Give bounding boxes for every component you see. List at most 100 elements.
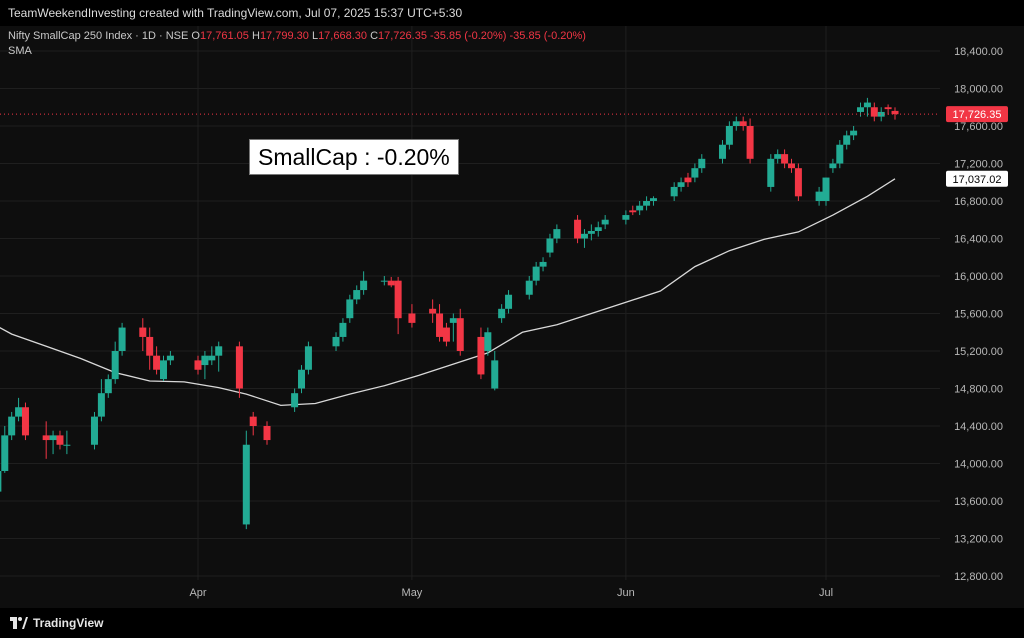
sma-badge-label: 17,037.02: [953, 174, 1002, 186]
candle: [449, 313, 457, 342]
candle: [684, 172, 692, 187]
candle: [629, 205, 637, 216]
candle-body: [346, 299, 354, 319]
candle-body: [815, 191, 823, 201]
candle-body: [118, 327, 126, 351]
x-tick-label: May: [402, 587, 423, 599]
candle: [787, 158, 795, 173]
candle-body: [304, 346, 312, 370]
candle-body: [339, 322, 347, 337]
candle-body: [408, 313, 416, 323]
candle-body: [42, 435, 50, 441]
candle: [505, 290, 513, 314]
candle-body: [532, 266, 540, 281]
high-value: 17,799.30: [259, 30, 309, 42]
candle: [63, 430, 71, 455]
candle-body: [877, 111, 885, 117]
brand-name: TradingView: [33, 616, 104, 630]
candle-body: [587, 231, 595, 234]
candle: [670, 182, 678, 201]
candle: [201, 351, 209, 380]
candle: [159, 355, 167, 381]
candle: [677, 177, 685, 192]
indicator-label[interactable]: SMA: [8, 45, 32, 57]
candle: [249, 411, 257, 436]
candle: [194, 355, 202, 375]
candle: [394, 276, 402, 335]
candle-body: [670, 186, 678, 197]
header-text: TeamWeekendInvesting created with Tradin…: [8, 6, 463, 20]
candle-body: [794, 168, 802, 197]
candle: [884, 104, 892, 115]
candle: [643, 196, 651, 211]
candle-body: [332, 336, 340, 347]
candle-body: [436, 313, 444, 337]
candle-body: [215, 346, 223, 356]
candle: [139, 318, 147, 351]
candle: [263, 421, 271, 445]
candle: [104, 374, 112, 398]
candle: [746, 118, 754, 164]
y-tick-label: 14,800.00: [954, 384, 1003, 396]
candle: [525, 276, 533, 300]
chart-header: TeamWeekendInvesting created with Tradin…: [0, 0, 1024, 26]
close-label: C: [370, 30, 379, 42]
y-tick-label: 16,400.00: [954, 234, 1003, 246]
candle-body: [629, 210, 637, 213]
candle-body: [442, 327, 450, 342]
candle: [97, 379, 105, 422]
candle-body: [97, 393, 105, 417]
candle: [718, 140, 726, 164]
candle: [649, 196, 657, 206]
candle: [829, 158, 837, 173]
candle: [815, 186, 823, 206]
y-tick-label: 15,600.00: [954, 309, 1003, 321]
tradingview-logo[interactable]: TradingView: [10, 614, 103, 632]
candle-body: [505, 294, 513, 309]
candle: [877, 107, 885, 122]
candle-body: [484, 332, 492, 351]
candle-body: [546, 238, 554, 253]
symbol-name[interactable]: Nifty SmallCap 250 Index · 1D · NSE: [8, 30, 189, 42]
annotation-text: SmallCap : -0.20%: [258, 144, 450, 170]
candle: [166, 351, 174, 366]
sma-line: [0, 178, 896, 407]
annotation-label[interactable]: SmallCap : -0.20%: [249, 139, 459, 175]
candle-body: [380, 280, 388, 282]
candle: [111, 341, 119, 384]
candle-body: [594, 227, 602, 231]
candle-body: [360, 280, 368, 291]
candle-body: [429, 308, 437, 314]
open-label: O: [191, 30, 200, 42]
candle-body: [291, 393, 299, 408]
candle: [1, 426, 9, 473]
candle: [580, 229, 588, 248]
chart-panel[interactable]: [0, 26, 1024, 608]
candle: [691, 163, 699, 183]
candle: [498, 304, 506, 323]
candle-body: [774, 154, 782, 159]
y-tick-label: 16,000.00: [954, 271, 1003, 283]
candle: [408, 304, 416, 328]
candle: [346, 294, 354, 323]
sma-layer: [0, 178, 896, 407]
candle-body: [718, 144, 726, 159]
candle-body: [643, 201, 651, 206]
candles: [0, 97, 899, 530]
candle: [781, 149, 789, 169]
candle-body: [449, 318, 457, 323]
candle: [774, 149, 782, 164]
y-tick-label: 12,800.00: [954, 571, 1003, 583]
change-value-2: -35.85 (-0.20%): [509, 30, 586, 42]
low-value: 17,668.30: [318, 30, 367, 42]
x-tick-label: Jun: [617, 587, 635, 599]
candle-body: [8, 416, 16, 436]
candle-body: [166, 355, 174, 361]
candle-body: [725, 126, 733, 145]
candle: [863, 97, 871, 117]
candle-body: [111, 351, 119, 380]
candle-body: [884, 107, 892, 110]
candle-body: [159, 360, 167, 380]
tradingview-icon: [10, 617, 28, 629]
